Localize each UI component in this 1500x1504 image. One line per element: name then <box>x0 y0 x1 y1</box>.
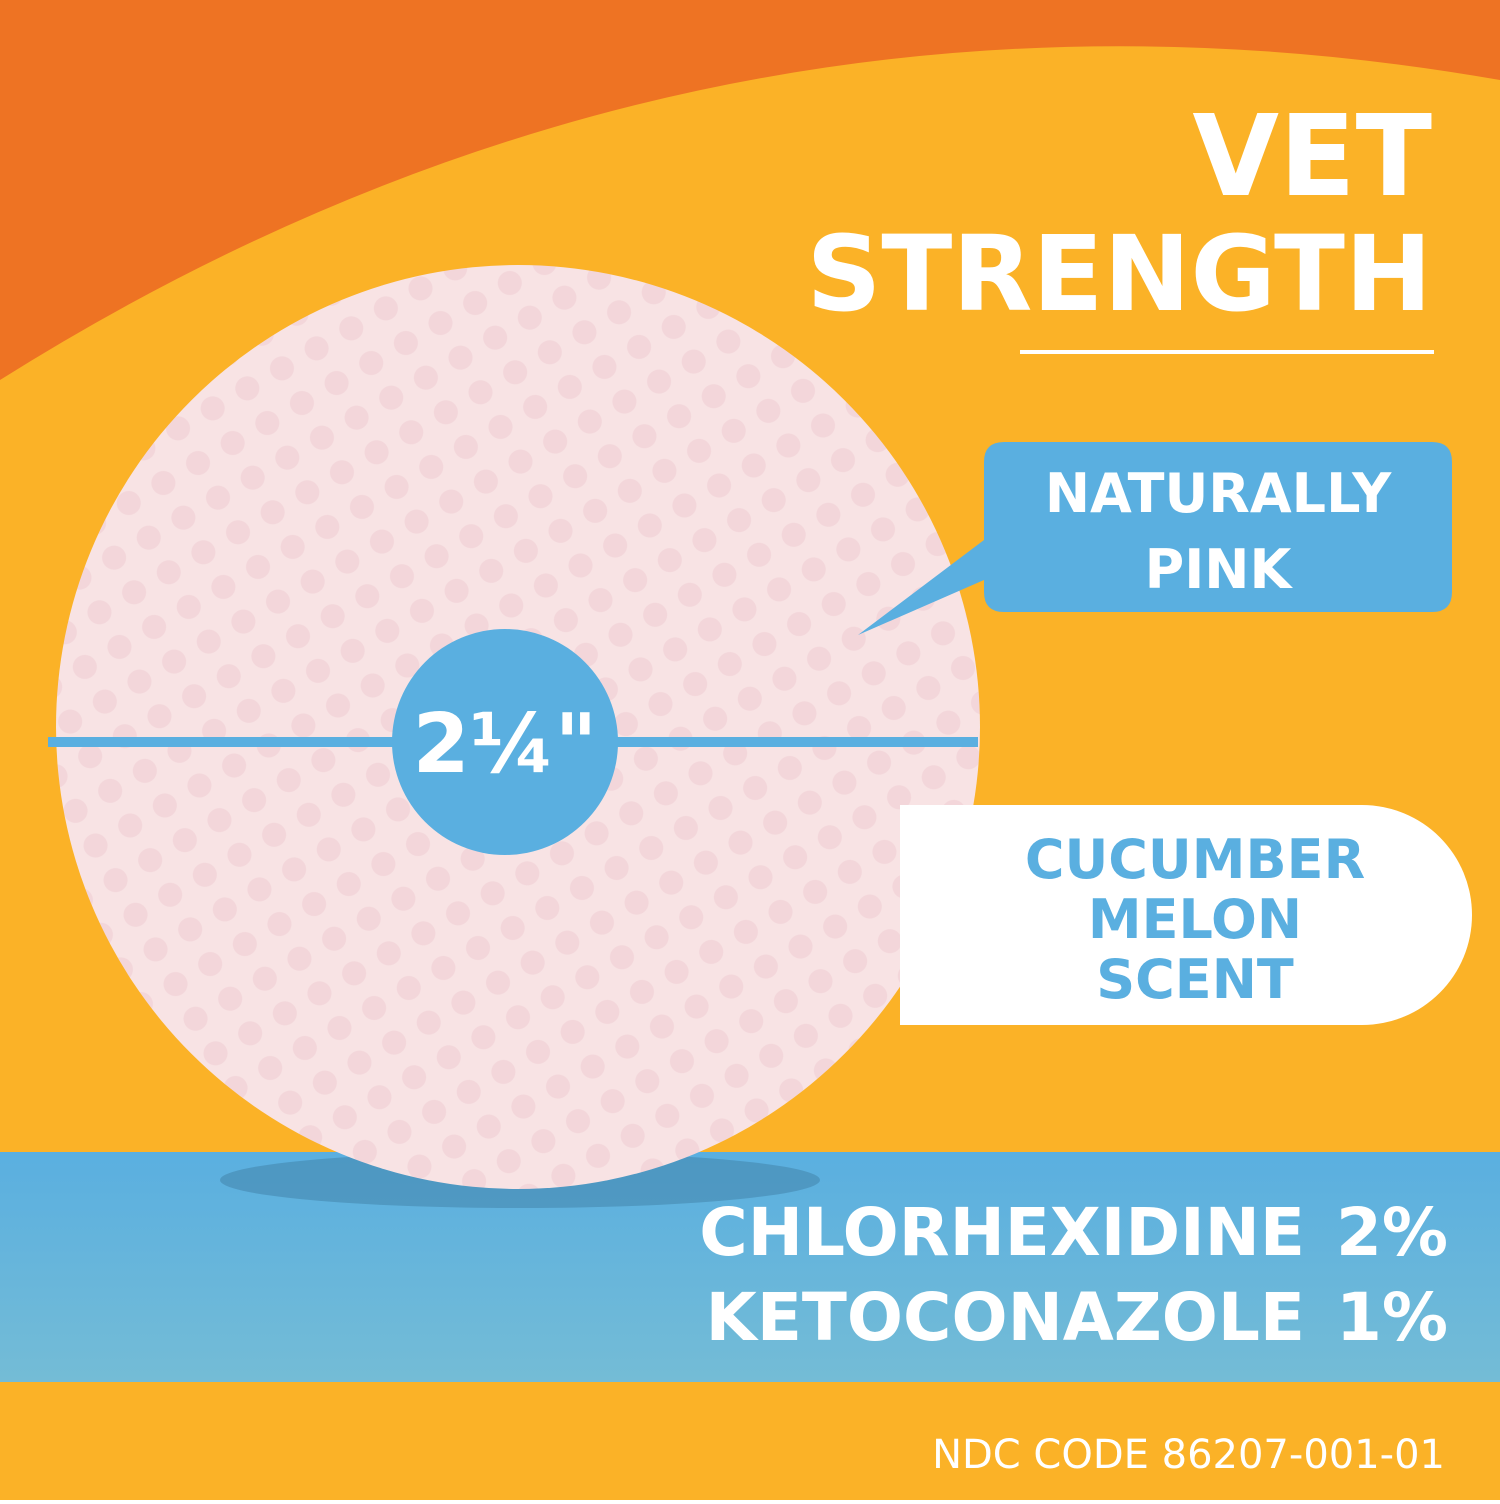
scent-callout <box>900 805 1472 1025</box>
callout-text: CUCUMBER <box>1025 828 1365 891</box>
size-badge <box>392 629 618 855</box>
ingredient-amount: 2% <box>1336 1194 1448 1271</box>
headline: VET <box>1192 92 1432 222</box>
color-callout <box>858 442 1452 635</box>
callout-text: NATURALLY <box>1045 462 1392 525</box>
ingredient-name: CHLORHEXIDINE <box>699 1194 1305 1271</box>
headline: STRENGTH <box>806 213 1432 335</box>
ingredient-amount: 1% <box>1336 1279 1448 1356</box>
orange-swoosh <box>0 0 1500 380</box>
ingredient-name: KETOCONAZOLE <box>706 1279 1305 1356</box>
ndc-code: NDC CODE 86207-001-01 <box>932 1432 1445 1478</box>
callout-text: PINK <box>1145 538 1294 601</box>
callout-text: MELON <box>1088 888 1302 951</box>
size-label: 2¼" <box>413 697 598 792</box>
callout-text: SCENT <box>1096 948 1294 1011</box>
